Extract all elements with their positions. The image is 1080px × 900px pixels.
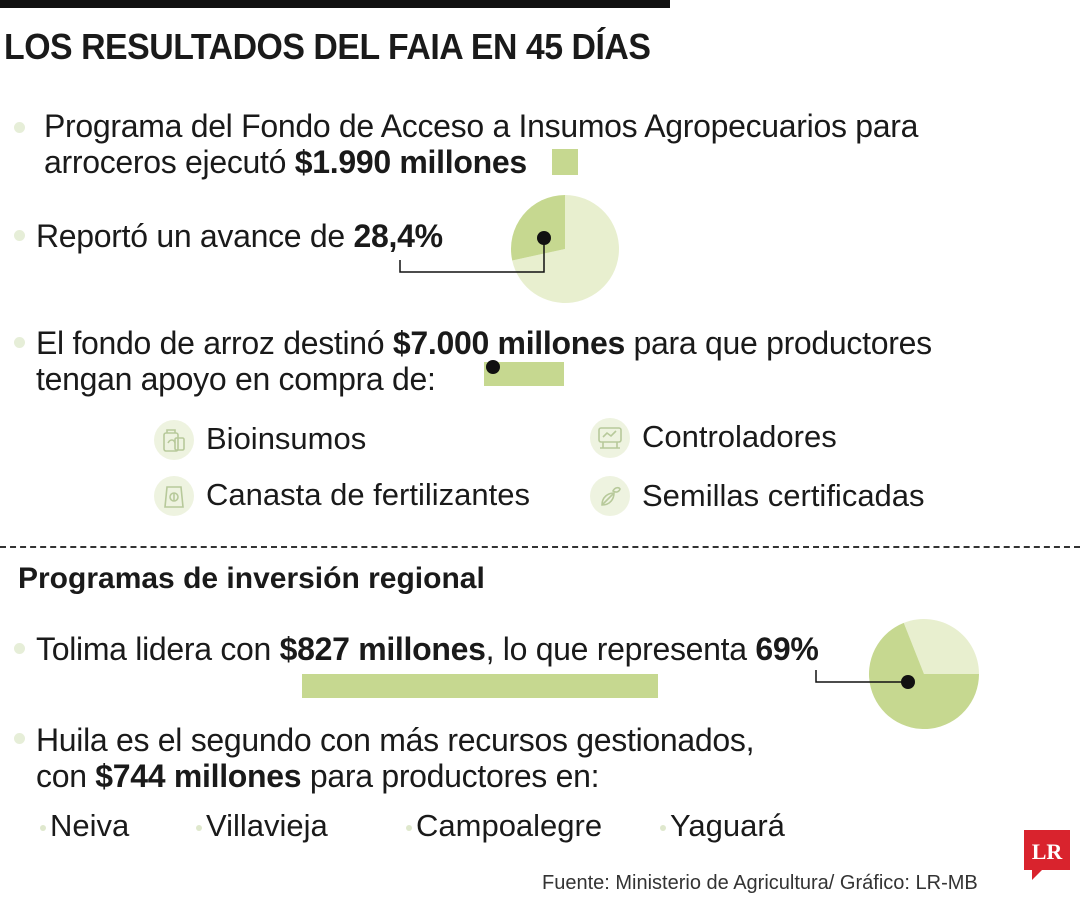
source-credit: Fuente: Ministerio de Agricultura/ Gráfi… — [542, 872, 978, 894]
regional-heading: Programas de inversión regional — [18, 562, 485, 595]
fund-marker-square — [552, 149, 578, 175]
progress-text: Reportó un avance de 28,4% — [36, 218, 443, 254]
progress-leader-line — [399, 238, 545, 273]
town-item: Campoalegre — [406, 808, 602, 844]
page-title: LOS RESULTADOS DEL FAIA EN 45 DÍAS — [4, 26, 651, 67]
progress-pie-remaining — [512, 195, 619, 303]
rice-fund-leader-dot — [486, 360, 500, 374]
progress-leader-dot — [537, 231, 551, 245]
tolima-pie-slice — [869, 622, 979, 729]
lr-logo: LR — [1024, 830, 1070, 880]
town-label: Neiva — [50, 808, 130, 843]
town-label: Campoalegre — [416, 808, 603, 843]
supply-label: Bioinsumos — [206, 421, 367, 456]
fund-amount: $1.990 millones — [294, 144, 527, 180]
bullet-dot — [14, 230, 25, 241]
top-rule — [0, 0, 670, 8]
tolima-middle: , lo que representa — [485, 631, 756, 667]
bullet-dot — [14, 337, 25, 348]
tolima-leader-line — [815, 670, 908, 683]
bioinput-icon — [154, 420, 194, 460]
huila-line-2: con $744 millones para productores en: — [36, 758, 599, 794]
supply-label: Semillas certificadas — [642, 478, 925, 513]
fund-line-1: Programa del Fondo de Acceso a Insumos A… — [44, 108, 919, 144]
progress-value: 28,4% — [353, 218, 443, 254]
lr-logo-text: LR — [1032, 839, 1064, 864]
tolima-prefix: Tolima lidera con — [36, 631, 280, 667]
tolima-leader-dot — [901, 675, 915, 689]
rice-fund-suffix: para que productores — [624, 325, 933, 361]
rice-fund-prefix: El fondo de arroz destinó — [36, 325, 393, 361]
seed-icon — [590, 476, 630, 516]
supply-label: Controladores — [642, 419, 837, 454]
huila-line-1: Huila es el segundo con más recursos ges… — [36, 722, 755, 758]
section-divider — [0, 546, 1080, 548]
huila-line-2-prefix: con — [36, 758, 96, 794]
town-item: Yaguará — [660, 808, 785, 844]
progress-prefix: Reportó un avance de — [36, 218, 354, 254]
rice-fund-amount: $7.000 millones — [392, 325, 625, 361]
supply-label: Canasta de fertilizantes — [206, 477, 530, 512]
bullet-dot — [14, 122, 25, 133]
fund-line-2-prefix: arroceros ejecutó — [44, 144, 295, 180]
tolima-pie-chart — [815, 619, 979, 729]
controller-icon — [590, 418, 630, 458]
rice-fund-line-2: tengan apoyo en compra de: — [36, 361, 436, 397]
tolima-amount: $827 millones — [279, 631, 486, 667]
town-item: Neiva — [40, 808, 129, 844]
town-label: Yaguará — [670, 808, 785, 843]
fund-line-2: arroceros ejecutó $1.990 millones — [44, 144, 527, 180]
tolima-share: 69% — [755, 631, 819, 667]
rice-fund-line-1: El fondo de arroz destinó $7.000 millone… — [36, 325, 932, 361]
tolima-text: Tolima lidera con $827 millones, lo que … — [36, 631, 819, 667]
town-label: Villavieja — [206, 808, 328, 843]
progress-pie-slice — [511, 195, 565, 261]
huila-line-2-suffix: para productores en: — [301, 758, 600, 794]
bullet-dot — [14, 733, 25, 744]
fertilizer-icon — [154, 476, 194, 516]
bullet-dot — [14, 643, 25, 654]
tolima-pie-remaining — [903, 619, 979, 674]
town-item: Villavieja — [196, 808, 328, 844]
progress-pie-chart — [399, 195, 619, 303]
huila-amount: $744 millones — [95, 758, 302, 794]
tolima-bar — [302, 674, 658, 698]
